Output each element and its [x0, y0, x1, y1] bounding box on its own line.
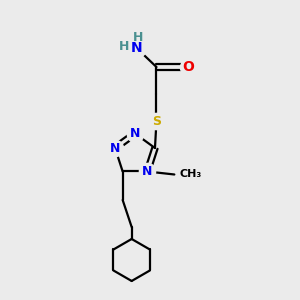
Text: N: N — [130, 127, 140, 140]
Text: CH₃: CH₃ — [180, 169, 202, 179]
Text: N: N — [110, 142, 120, 154]
Text: H: H — [133, 31, 144, 44]
Text: O: O — [183, 60, 194, 74]
Text: N: N — [131, 41, 143, 56]
Text: S: S — [152, 115, 161, 128]
Text: N: N — [142, 165, 152, 178]
Text: H: H — [119, 40, 130, 53]
